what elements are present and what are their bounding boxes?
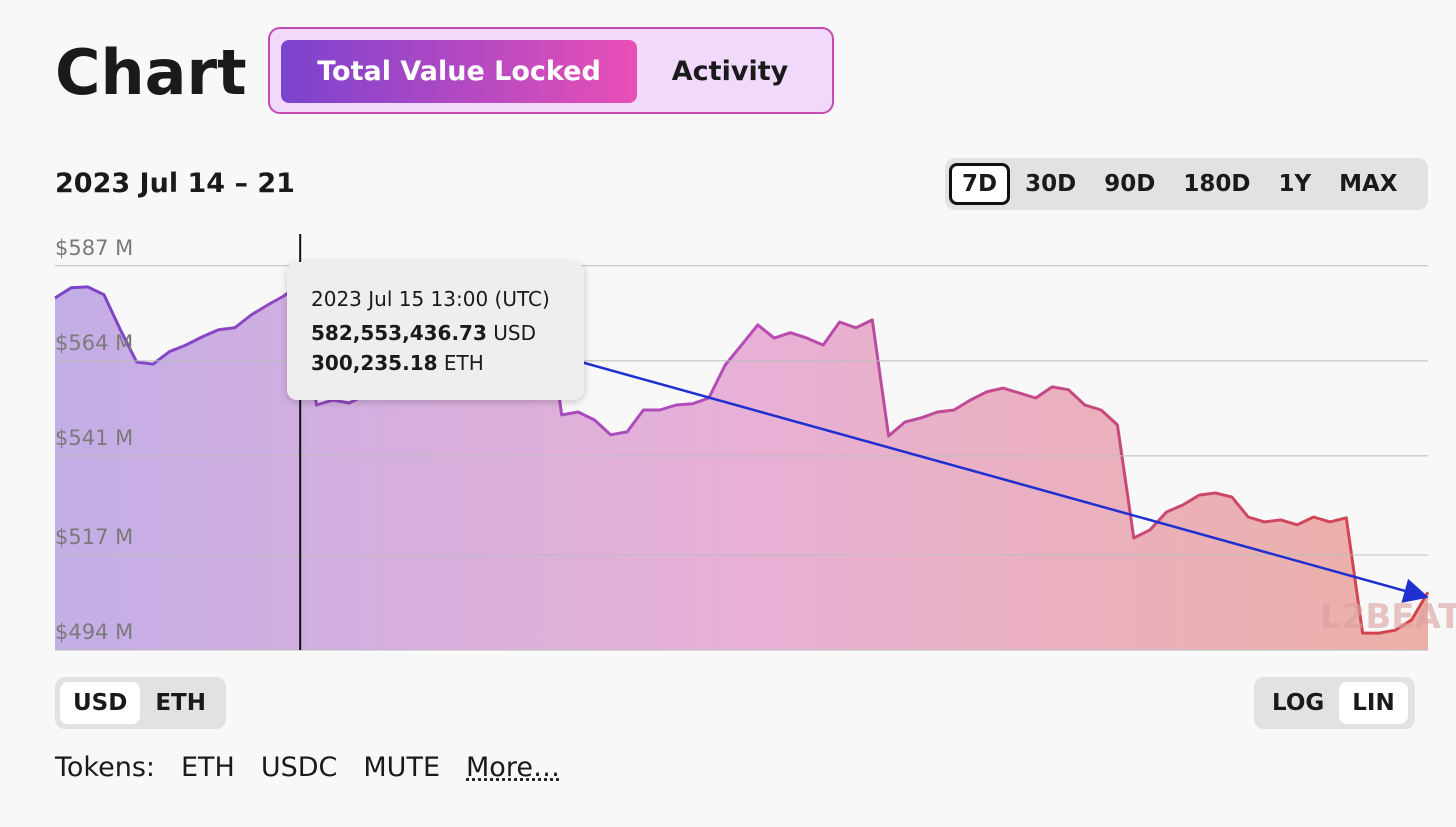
tooltip: 2023 Jul 15 13:00 (UTC) 582,553,436.73 U… bbox=[287, 262, 584, 400]
y-tick-label: $541 M bbox=[55, 426, 133, 450]
range-button[interactable]: 180D bbox=[1183, 171, 1251, 197]
unit-toggle: USD ETH bbox=[55, 677, 226, 729]
tooltip-unit: USD bbox=[493, 321, 536, 345]
tooltip-value: 582,553,436.73 bbox=[311, 321, 487, 345]
tokens-label: Tokens: bbox=[55, 752, 155, 783]
range-label: 2023 Jul 14 – 21 bbox=[55, 168, 295, 199]
tooltip-date: 2023 Jul 15 13:00 (UTC) bbox=[311, 287, 550, 311]
tooltip-value: 300,235.18 bbox=[311, 351, 438, 375]
y-tick-label: $494 M bbox=[55, 620, 133, 644]
token-list: Tokens: ETH USDC MUTE More… bbox=[55, 752, 560, 783]
range-button[interactable]: MAX bbox=[1339, 171, 1398, 197]
tab[interactable]: Total Value Locked bbox=[281, 40, 637, 103]
unit-button[interactable]: USD bbox=[60, 682, 141, 724]
unit-button[interactable]: ETH bbox=[155, 690, 206, 716]
y-tick-label: $564 M bbox=[55, 331, 133, 355]
range-selector: 7D 30D 90D 180D 1Y MAX bbox=[945, 158, 1428, 210]
range-button[interactable]: 30D bbox=[1025, 171, 1077, 197]
range-button[interactable]: 1Y bbox=[1278, 171, 1312, 197]
tab-group: Total Value Locked Activity bbox=[268, 27, 834, 114]
y-tick-label: $517 M bbox=[55, 525, 133, 549]
line bbox=[54, 282, 1430, 635]
scale-button[interactable]: LOG bbox=[1272, 690, 1325, 716]
token[interactable]: MUTE bbox=[363, 752, 441, 783]
scale-button[interactable]: LIN bbox=[1339, 682, 1408, 724]
more-link[interactable]: More… bbox=[466, 752, 560, 783]
token[interactable]: USDC bbox=[260, 752, 338, 783]
page-title: Chart bbox=[55, 36, 247, 109]
area bbox=[55, 284, 1428, 650]
range-button[interactable]: 7D bbox=[949, 163, 1011, 205]
range-button[interactable]: 90D bbox=[1104, 171, 1156, 197]
watermark: L2BEAT bbox=[1320, 597, 1456, 637]
token[interactable]: ETH bbox=[180, 752, 235, 783]
scale-toggle: LOG LIN bbox=[1254, 677, 1415, 729]
y-tick-label: $587 M bbox=[55, 236, 133, 260]
tooltip-unit: ETH bbox=[443, 351, 484, 375]
tab[interactable]: Activity bbox=[671, 56, 789, 87]
